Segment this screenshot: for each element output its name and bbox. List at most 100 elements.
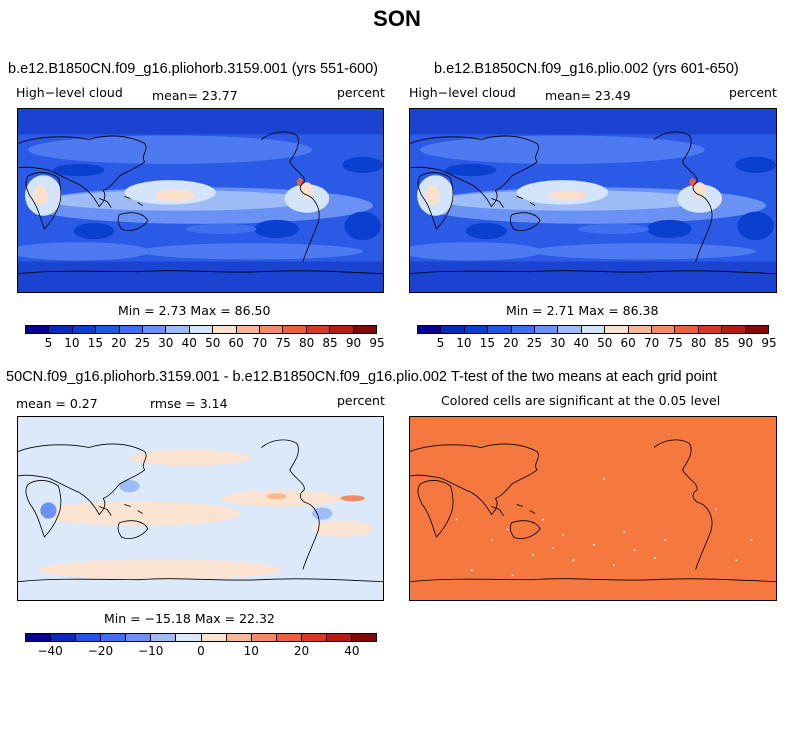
panel2-mean: mean= 23.49	[545, 88, 631, 103]
colorbar-label: 80	[298, 336, 315, 350]
colorbar-swatch	[352, 634, 377, 641]
panel4-title: T-test of the two means at each grid poi…	[451, 369, 717, 385]
colorbar-swatch	[189, 326, 214, 333]
colorbar-swatch	[126, 634, 152, 641]
panel2-units: percent	[729, 85, 777, 100]
panel1-title: b.e12.B1850CN.f09_g16.pliohorb.3159.001 …	[8, 61, 379, 77]
panel2-colorbar-labels: 5 10 15 20 25 30 40 50 60 70 75 80 85 90 95	[417, 336, 777, 352]
colorbar-label: 10	[64, 336, 80, 350]
colorbar-swatch	[226, 634, 252, 641]
colorbar-label: 5	[44, 336, 53, 350]
panel1-mean: mean= 23.77	[152, 88, 238, 103]
colorbar-swatch	[488, 326, 512, 333]
colorbar-swatch	[745, 326, 769, 333]
panel2-variable-label: High−level cloud	[409, 85, 516, 100]
colorbar-label: 70	[252, 336, 268, 350]
panel1-colorbar-labels: 5 10 15 20 25 30 40 50 60 70 75 80 85 90 95	[25, 336, 385, 352]
figure-title: SON	[373, 6, 421, 31]
colorbar-label: 30	[158, 336, 174, 350]
panel1-map-svg	[18, 109, 383, 292]
colorbar-label: 10	[243, 644, 259, 658]
colorbar-swatch	[353, 326, 377, 333]
colorbar-swatch	[418, 326, 442, 333]
colorbar-swatch	[236, 326, 261, 333]
colorbar-swatch	[306, 326, 331, 333]
panel4-subtitle: Colored cells are significant at the 0.0…	[441, 393, 721, 408]
colorbar-swatch	[143, 326, 167, 333]
colorbar-swatch	[511, 326, 536, 333]
colorbar-label: 95	[369, 336, 385, 350]
colorbar-label: 0	[197, 644, 205, 658]
colorbar-label: 25	[134, 336, 150, 350]
panel3-colorbar-labels: −40 −20 −10 0 10 20 40	[25, 644, 377, 660]
panel3-map-svg	[18, 417, 383, 600]
colorbar-label: 20	[503, 336, 519, 350]
colorbar-swatch	[283, 326, 307, 333]
colorbar-swatch	[628, 326, 653, 333]
colorbar-swatch	[558, 326, 582, 333]
colorbar-swatch	[49, 326, 73, 333]
colorbar-label: 90	[345, 336, 362, 350]
panel3-minmax: Min = −15.18 Max = 22.32	[104, 611, 275, 626]
colorbar-label: 20	[293, 644, 310, 658]
colorbar-label: 5	[436, 336, 445, 350]
panel3-rmse: rmse = 3.14	[150, 396, 228, 411]
panel3-units: percent	[337, 393, 385, 408]
colorbar-label: 40	[344, 644, 360, 658]
panel1-map	[17, 108, 384, 293]
panel4-map-svg	[410, 417, 776, 600]
colorbar-swatch	[605, 326, 629, 333]
colorbar-label: 15	[87, 336, 104, 350]
colorbar-swatch	[72, 326, 97, 333]
panel1-variable-label: High−level cloud	[16, 85, 123, 100]
colorbar-swatch	[652, 326, 676, 333]
colorbar-label: 40	[181, 336, 197, 350]
colorbar-label: 50	[597, 336, 613, 350]
colorbar-label: 15	[479, 336, 496, 350]
colorbar-swatch	[698, 326, 723, 333]
panel3-map	[17, 416, 384, 601]
panel2-map-svg	[410, 109, 776, 292]
colorbar-swatch	[260, 326, 284, 333]
colorbar-swatch	[213, 326, 237, 333]
colorbar-label: 60	[228, 336, 244, 350]
colorbar-label: 40	[573, 336, 589, 350]
colorbar-swatch	[441, 326, 465, 333]
colorbar-swatch	[301, 634, 327, 641]
panel3-mean: mean = 0.27	[16, 396, 98, 411]
colorbar-swatch	[201, 634, 227, 641]
panel2-title: b.e12.B1850CN.f09_g16.plio.002 (yrs 601-…	[434, 61, 739, 77]
colorbar-label: 90	[737, 336, 754, 350]
panel3-colorbar	[25, 633, 377, 642]
panel4-map	[409, 416, 777, 601]
colorbar-label: 75	[667, 336, 683, 350]
colorbar-label: 80	[690, 336, 707, 350]
colorbar-swatch	[581, 326, 606, 333]
panel1-colorbar	[25, 325, 377, 334]
colorbar-swatch	[26, 326, 50, 333]
colorbar-swatch	[51, 634, 77, 641]
colorbar-label: 95	[761, 336, 777, 350]
colorbar-swatch	[251, 634, 277, 641]
panel3-title: 50CN.f09_g16.pliohorb.3159.001 - b.e12.B…	[6, 369, 447, 385]
colorbar-label: 20	[111, 336, 127, 350]
panel1-units: percent	[337, 85, 385, 100]
colorbar-swatch	[26, 634, 52, 641]
colorbar-label: 85	[714, 336, 730, 350]
panel2-colorbar	[417, 325, 769, 334]
colorbar-swatch	[330, 326, 354, 333]
colorbar-label: 75	[275, 336, 291, 350]
colorbar-label: 60	[620, 336, 636, 350]
colorbar-swatch	[326, 634, 353, 641]
colorbar-label: 10	[456, 336, 472, 350]
colorbar-label: −40	[37, 644, 63, 658]
colorbar-swatch	[675, 326, 699, 333]
panel4-significance-fill	[410, 417, 776, 600]
colorbar-label: −20	[87, 644, 114, 658]
colorbar-swatch	[166, 326, 190, 333]
colorbar-swatch	[535, 326, 559, 333]
colorbar-label: −10	[138, 644, 164, 658]
colorbar-swatch	[176, 634, 202, 641]
colorbar-swatch	[276, 634, 302, 641]
panel1-minmax: Min = 2.73 Max = 86.50	[118, 303, 271, 318]
